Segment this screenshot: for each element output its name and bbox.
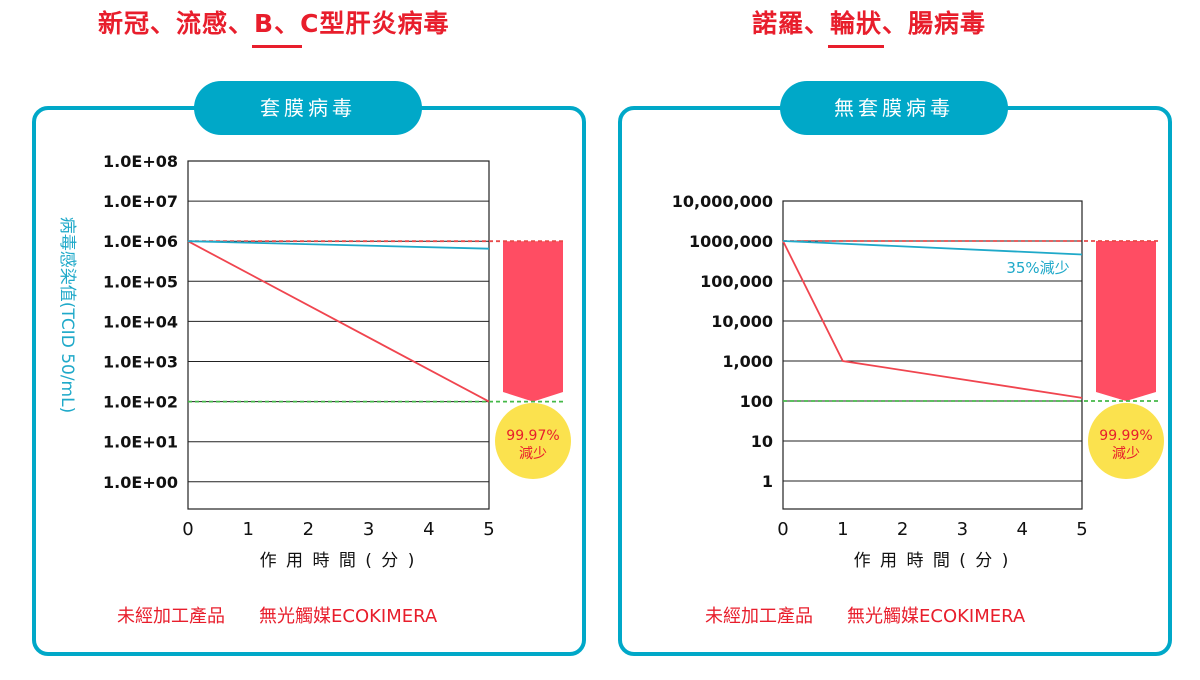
y-tick-label: 1000,000 [689, 232, 773, 251]
x-tick-label: 0 [777, 519, 788, 540]
reduction-badge-text: 減少 [519, 445, 547, 462]
x-tick-label: 5 [1076, 519, 1087, 540]
left-footer: 未經加工產品 無光觸媒ECOKIMERA [117, 604, 437, 630]
y-tick-label: 100,000 [700, 272, 773, 291]
y-tick-label: 10,000 [711, 312, 773, 331]
y-tick-label: 1.0E+02 [103, 393, 178, 412]
y-tick-label: 1.0E+00 [103, 473, 178, 492]
untreated-series-line [782, 240, 1083, 256]
left-heading-middle: 、 [272, 4, 303, 48]
reduction-badge-percent: 99.97% [506, 428, 559, 444]
left-panel-pill: 套膜病毒 [194, 81, 422, 135]
right-footer-product: 無光觸媒ECOKIMERA [847, 606, 1026, 627]
y-tick-label: 100 [740, 392, 773, 411]
x-axis-label: 作 用 時 間 ( 分 ) [260, 551, 417, 571]
x-tick-label: 4 [1016, 519, 1027, 540]
left-chart: 1.0E+08 1.0E+07 1.0E+06 1.0E+05 1.0E+04 1.0E+… [57, 152, 571, 571]
x-tick-label: 1 [837, 519, 848, 540]
right-heading: 諾羅、輪狀、腸病毒 [752, 4, 986, 48]
untreated-series-label: 35%減少 [1006, 259, 1069, 277]
y-tick-label: 10,000,000 [672, 192, 773, 211]
y-tick-label: 10 [751, 432, 773, 451]
y-tick-label: 1,000 [722, 352, 773, 371]
x-tick-label: 3 [363, 519, 374, 540]
y-tick-label: 1.0E+05 [103, 272, 178, 291]
y-tick-label: 1 [762, 472, 773, 491]
left-heading-underlined: B [252, 4, 277, 48]
treated-series-line [187, 240, 490, 403]
right-panel-pill: 無套膜病毒 [780, 81, 1008, 135]
x-tick-label: 5 [483, 519, 494, 540]
x-tick-label: 0 [182, 519, 193, 540]
reduction-badge-percent: 99.99% [1099, 428, 1152, 444]
right-heading-after: 、腸病毒 [882, 9, 987, 38]
right-heading-before: 諾羅、 [752, 9, 831, 38]
left-heading-after: C型肝炎病毒 [300, 9, 450, 38]
untreated-series-line [187, 240, 490, 250]
y-tick-label: 1.0E+04 [103, 312, 178, 331]
plot-area [187, 160, 490, 510]
left-footer-product: 無光觸媒ECOKIMERA [259, 606, 438, 627]
x-tick-label: 2 [897, 519, 908, 540]
reduction-badge-text: 減少 [1112, 445, 1140, 462]
x-tick-label: 1 [242, 519, 253, 540]
right-footer-control: 未經加工產品 [705, 606, 813, 627]
right-footer: 未經加工產品 無光觸媒ECOKIMERA [705, 604, 1025, 630]
x-tick-label: 2 [303, 519, 314, 540]
x-axis-label: 作 用 時 間 ( 分 ) [854, 551, 1011, 571]
y-tick-label: 1.0E+03 [103, 353, 178, 372]
left-heading-before: 新冠、流感、 [98, 9, 255, 38]
right-heading-underlined: 輪狀 [828, 4, 885, 48]
reduction-arrow [503, 241, 563, 402]
y-tick-label: 1.0E+08 [103, 152, 178, 171]
reduction-badge [495, 403, 571, 479]
reduction-badge [1088, 403, 1164, 479]
y-axis-label: 病毒感染值(TCID 50/mL) [57, 217, 77, 413]
x-tick-label: 3 [957, 519, 968, 540]
y-tick-label: 1.0E+06 [103, 232, 178, 251]
left-footer-control: 未經加工產品 [117, 606, 225, 627]
x-tick-label: 4 [423, 519, 434, 540]
y-tick-label: 1.0E+01 [103, 433, 178, 452]
left-heading: 新冠、流感、B、C型肝炎病毒 [98, 4, 449, 48]
treated-series-line [782, 240, 1083, 399]
y-tick-label: 1.0E+07 [103, 192, 178, 211]
reduction-arrow [1096, 241, 1156, 401]
right-chart: 10,000,0001000,000100,00010,0001,0001001… [672, 192, 1164, 571]
